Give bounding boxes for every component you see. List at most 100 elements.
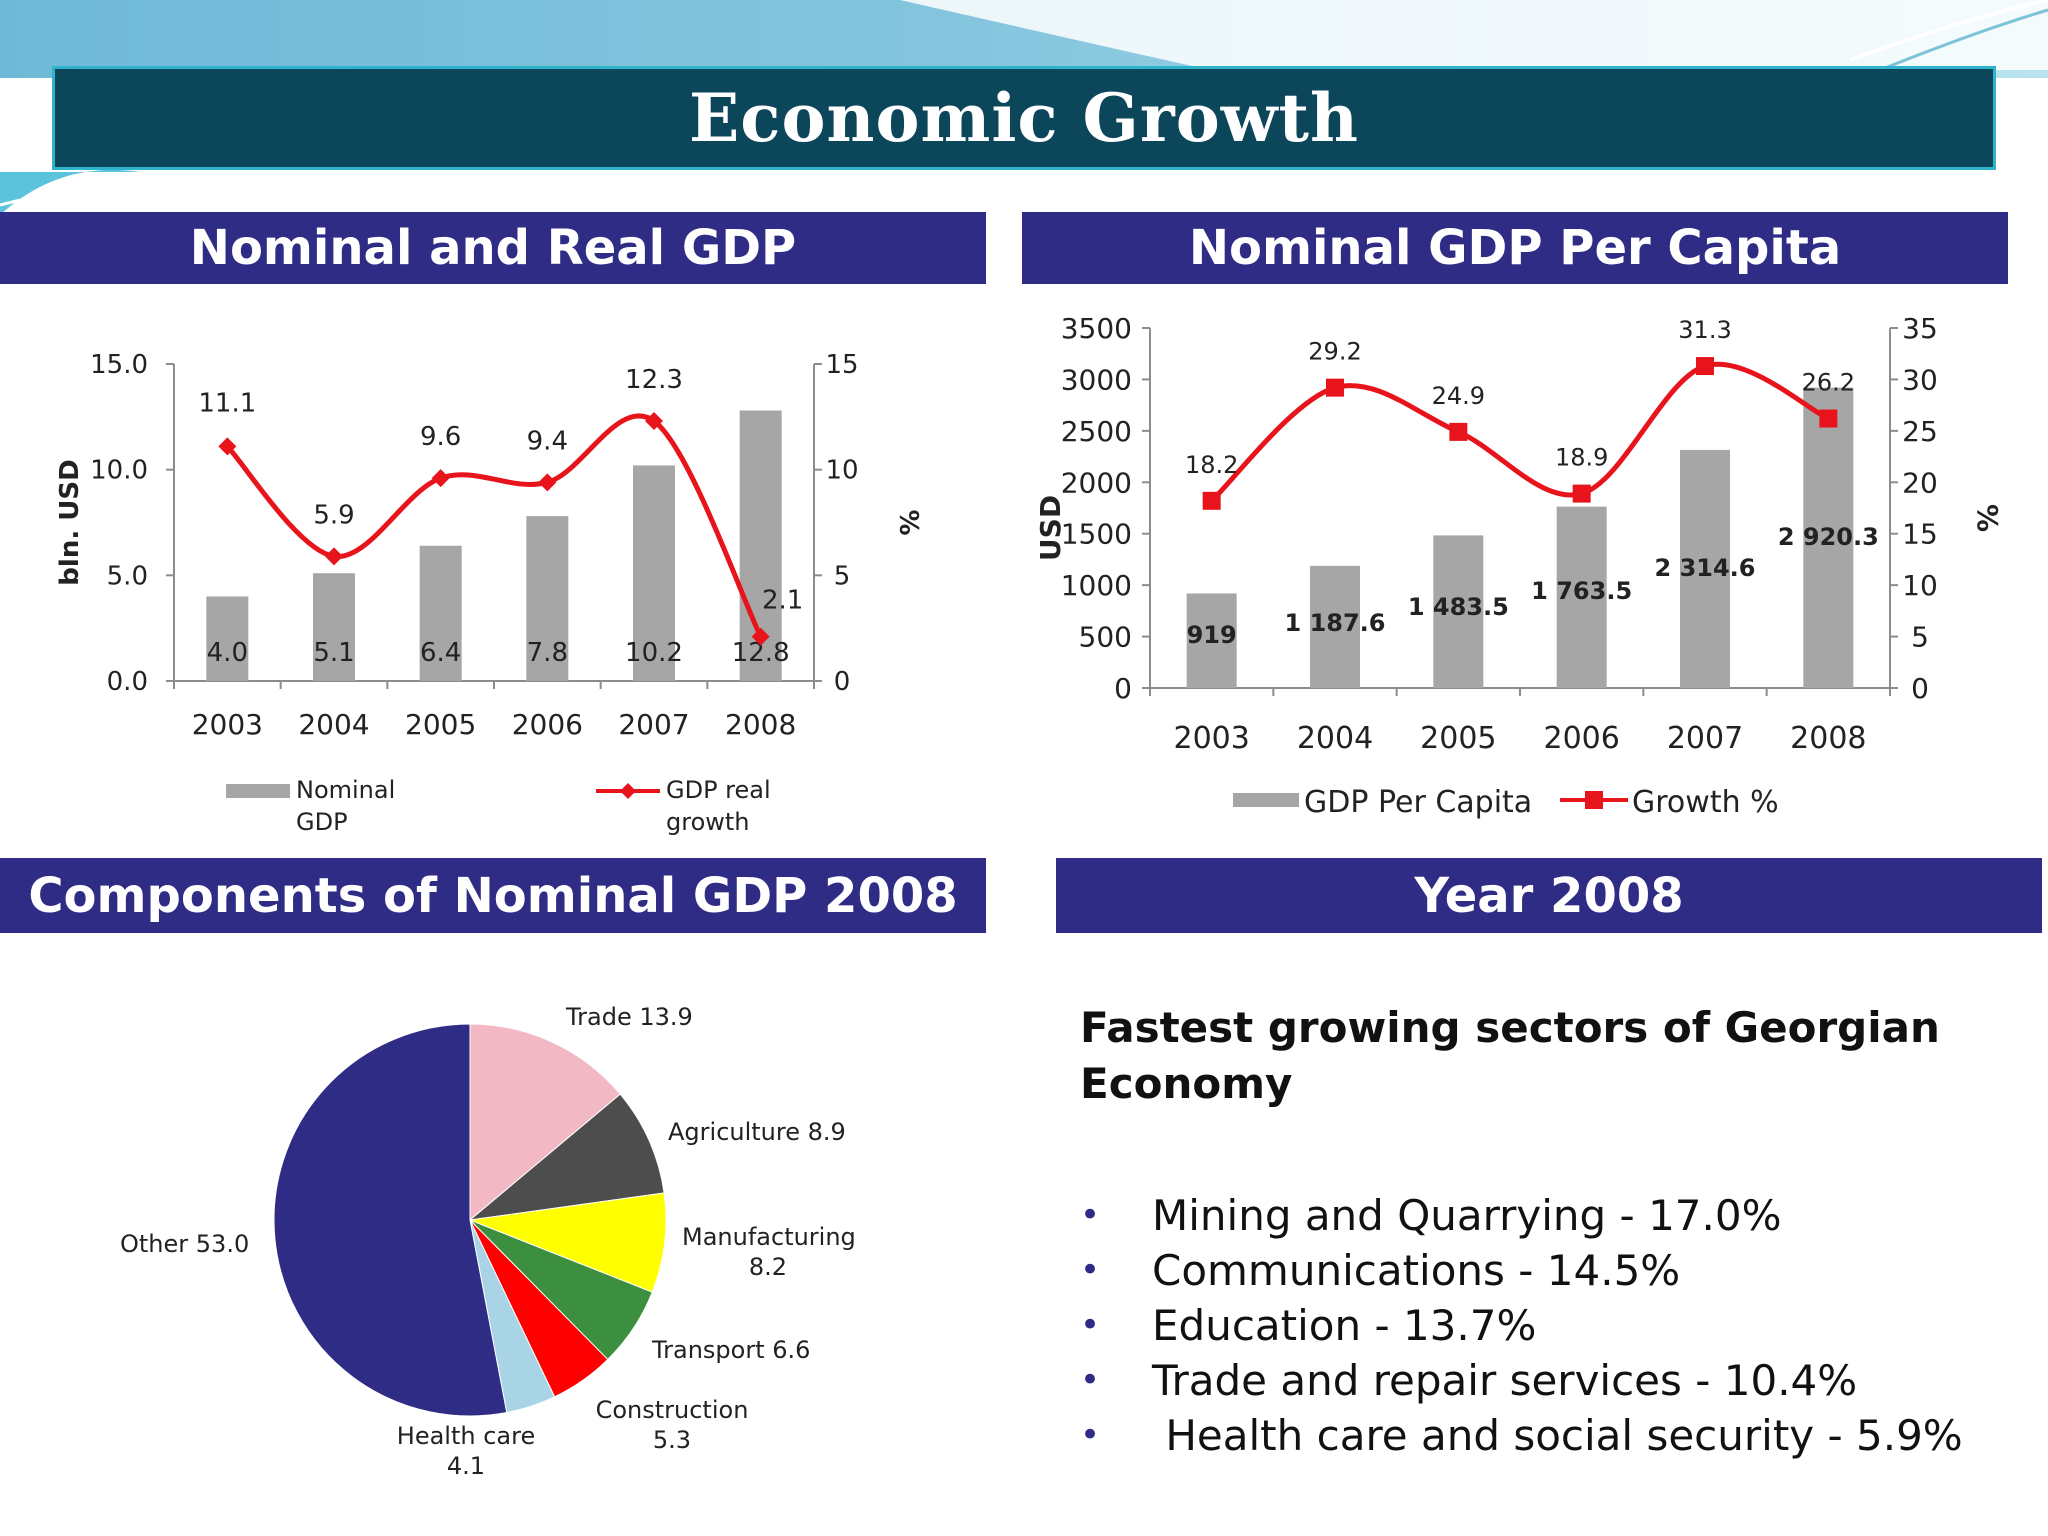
bar bbox=[1556, 506, 1607, 688]
y-tick-label: 3000 bbox=[1061, 363, 1132, 396]
legend-line-label-line2: growth bbox=[666, 808, 750, 836]
list-item: • Education - 13.7% bbox=[1080, 1298, 2040, 1353]
page-title-banner: Economic Growth bbox=[52, 66, 1996, 170]
sector-text: Education - 13.7% bbox=[1152, 1301, 1537, 1350]
y-tick-label: 5.0 bbox=[107, 561, 148, 591]
bar bbox=[1433, 535, 1484, 688]
sector-text: Communications - 14.5% bbox=[1152, 1246, 1681, 1295]
fastest-sectors-heading: Fastest growing sectors of Georgian Econo… bbox=[1080, 1000, 2040, 1112]
y-tick-label: 15.0 bbox=[90, 350, 148, 380]
bar bbox=[419, 545, 462, 681]
y2-axis-title: % bbox=[1971, 504, 2004, 532]
pie-label-trade: Trade 13.9 bbox=[565, 1003, 693, 1031]
line-value-label: 9.4 bbox=[527, 426, 568, 456]
line-value-label: 26.2 bbox=[1802, 369, 1855, 397]
legend-bar-label-line2: GDP bbox=[296, 808, 348, 836]
bullet-icon: • bbox=[1080, 1195, 1101, 1235]
line-value-label: 31.3 bbox=[1678, 316, 1731, 344]
line-point-marker bbox=[538, 473, 557, 492]
page-title: Economic Growth bbox=[688, 79, 1360, 157]
line-point-marker bbox=[1202, 491, 1221, 510]
legend-line-label: Growth % bbox=[1632, 785, 1779, 820]
y-tick-label: 0.0 bbox=[107, 667, 148, 697]
x-tick-label: 2008 bbox=[725, 708, 796, 741]
bullet-icon: • bbox=[1080, 1250, 1101, 1290]
list-item: • Trade and repair services - 10.4% bbox=[1080, 1353, 2040, 1408]
pie-label-construction-value: 5.3 bbox=[653, 1426, 691, 1454]
x-tick-label: 2003 bbox=[192, 708, 263, 741]
bar bbox=[1803, 387, 1854, 688]
pie-label-transport: Transport 6.6 bbox=[651, 1336, 810, 1364]
line-point-marker bbox=[645, 412, 663, 431]
bar bbox=[526, 516, 569, 681]
y2-tick-label: 0 bbox=[834, 667, 851, 697]
sector-text: Trade and repair services - 10.4% bbox=[1152, 1356, 1858, 1405]
line-value-label: 12.3 bbox=[625, 365, 683, 395]
pie-slice bbox=[468, 1093, 665, 1221]
x-tick-label: 2007 bbox=[1667, 721, 1743, 756]
legend-bar-swatch bbox=[226, 784, 290, 798]
bar bbox=[206, 596, 249, 681]
y2-tick-label: 20 bbox=[1902, 466, 1938, 499]
sector-text: Health care and social security - 5.9% bbox=[1152, 1411, 1963, 1460]
line-point-marker bbox=[1572, 484, 1591, 503]
pie-label-agriculture: Agriculture 8.9 bbox=[668, 1118, 846, 1146]
y2-tick-label: 10 bbox=[1902, 569, 1938, 602]
legend-bar-label-line1: Nominal bbox=[296, 776, 395, 804]
bar bbox=[633, 465, 675, 681]
line-value-label: 18.9 bbox=[1555, 444, 1608, 472]
gdp-components-pie-chart: Trade 13.9 Agriculture 8.9 Manufacturing8.… bbox=[120, 1003, 856, 1480]
legend-line-marker bbox=[1585, 791, 1603, 809]
pie-label-construction: Construction bbox=[596, 1396, 749, 1424]
bar-value-label: 1 763.5 bbox=[1531, 577, 1632, 605]
bar bbox=[1680, 449, 1730, 688]
line-value-label: 5.9 bbox=[313, 500, 354, 530]
list-item: • Mining and Quarrying - 17.0% bbox=[1080, 1188, 2040, 1243]
bar-value-label: 5.1 bbox=[313, 638, 354, 668]
y2-tick-label: 15 bbox=[1902, 518, 1938, 551]
y2-tick-label: 35 bbox=[1902, 312, 1938, 345]
x-tick-label: 2005 bbox=[1420, 721, 1496, 756]
decorative-header-swoosh bbox=[0, 0, 2048, 215]
bar bbox=[313, 573, 355, 681]
heading-line-2: Economy bbox=[1080, 1059, 1293, 1108]
line-point-marker bbox=[431, 469, 450, 488]
y-axis-title: bln. USD bbox=[55, 459, 85, 585]
year-2008-header: Year 2008 bbox=[1056, 858, 2042, 933]
x-tick-label: 2008 bbox=[1790, 721, 1866, 756]
pie-slice bbox=[273, 1023, 508, 1417]
nominal-real-gdp-chart: 0.0 5.0 10.0 15.0 0 5 10 15 bln. USD % 4.0 5.1 6.4 7.… bbox=[55, 350, 923, 836]
bar-value-label: 7.8 bbox=[527, 638, 568, 668]
growth-line bbox=[1209, 361, 1830, 503]
pie-label-health-care: Health care bbox=[397, 1422, 535, 1450]
bar-value-label: 919 bbox=[1187, 621, 1237, 649]
y2-tick-label: 25 bbox=[1902, 415, 1938, 448]
bar bbox=[1310, 565, 1360, 688]
line-value-label: 11.1 bbox=[198, 388, 256, 418]
line-point-marker bbox=[751, 627, 770, 646]
line-value-label: 9.6 bbox=[420, 422, 461, 452]
pie-label-manufacturing: Manufacturing bbox=[682, 1223, 856, 1251]
line-value-label: 29.2 bbox=[1308, 338, 1361, 366]
x-tick-label: 2003 bbox=[1173, 721, 1249, 756]
y2-tick-label: 5 bbox=[834, 561, 851, 591]
y-tick-label: 10.0 bbox=[90, 456, 148, 486]
bar-value-label: 10.2 bbox=[625, 638, 683, 668]
gdp-per-capita-chart: 0 500 1000 1500 2000 2500 3000 3500 0 5 10 15 20 25 30… bbox=[1034, 312, 2004, 820]
y2-tick-label: 10 bbox=[825, 456, 858, 486]
pie-label-other: Other 53.0 bbox=[120, 1230, 249, 1258]
legend-bar-swatch bbox=[1233, 793, 1299, 807]
pie-label-manufacturing-value: 8.2 bbox=[749, 1253, 787, 1281]
y2-tick-label: 5 bbox=[1911, 621, 1929, 654]
legend-line-label-line1: GDP real bbox=[666, 776, 771, 804]
x-tick-label: 2006 bbox=[1543, 721, 1619, 756]
list-item: • Communications - 14.5% bbox=[1080, 1243, 2040, 1298]
heading-line-1: Fastest growing sectors of Georgian bbox=[1080, 1003, 1940, 1052]
year-2008-block: Fastest growing sectors of Georgian Econo… bbox=[1080, 1000, 2040, 1463]
bar-value-label: 2 314.6 bbox=[1655, 554, 1756, 582]
bar-value-label: 2 920.3 bbox=[1778, 523, 1879, 551]
growth-line bbox=[225, 413, 763, 638]
bar-value-label: 4.0 bbox=[207, 638, 248, 668]
pie-slice bbox=[468, 1192, 667, 1293]
legend-line-marker bbox=[620, 783, 636, 799]
